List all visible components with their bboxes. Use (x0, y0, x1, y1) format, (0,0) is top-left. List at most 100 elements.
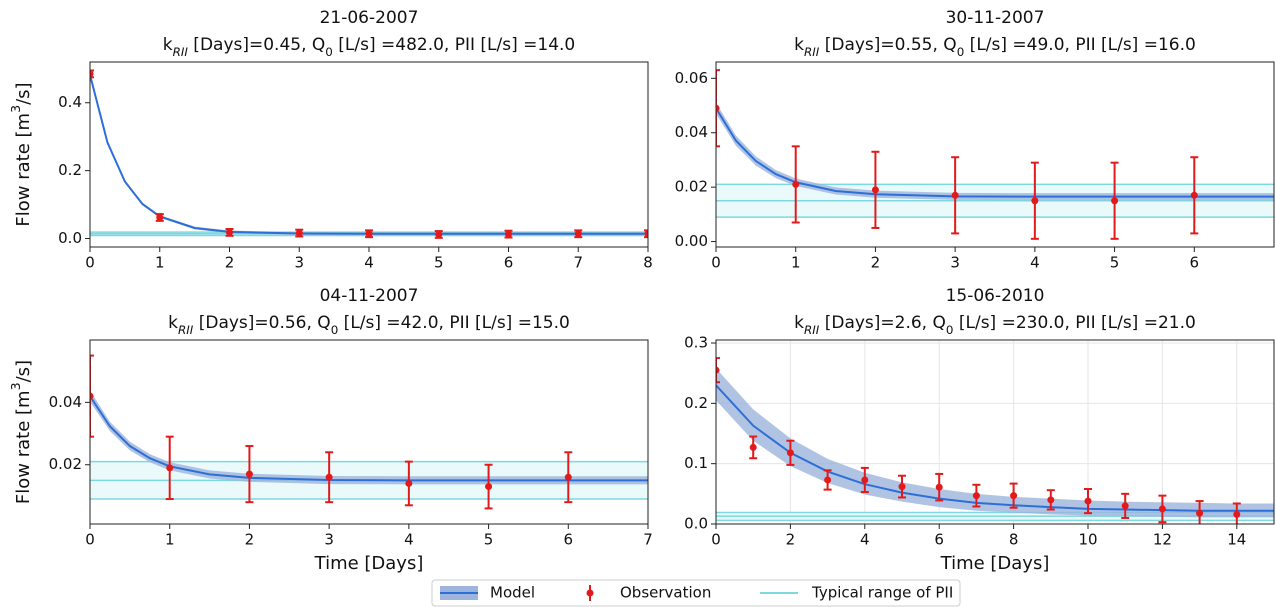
legend-label: Model (490, 584, 535, 602)
observation-point (824, 476, 832, 484)
plot-content (90, 69, 648, 239)
observation-point (786, 449, 794, 457)
y-tick-label: 0.1 (684, 454, 708, 472)
y-tick-label: 0.3 (684, 334, 708, 352)
x-tick-label: 6 (504, 254, 514, 272)
y-axis-label: Flow rate [m3/s] (8, 82, 34, 226)
y-tick-label: 0.0 (684, 515, 708, 533)
observation-point (485, 483, 493, 491)
text-part: RII (804, 45, 820, 59)
text-part: k (163, 35, 173, 55)
observation-point (1196, 509, 1204, 517)
observation-point (1233, 510, 1241, 518)
x-tick-label: 10 (1078, 531, 1097, 549)
observation-point (749, 443, 757, 451)
axes-frame (89, 339, 649, 525)
observation-point (861, 476, 869, 484)
observation-point (1047, 496, 1055, 504)
y-tick-label: 0.2 (684, 394, 708, 412)
x-tick-label: 2 (786, 531, 796, 549)
y-axis-label: Flow rate [m3/s] (8, 360, 34, 504)
subplot-subtitle: kRII [Days]=0.45, Q0 [L/s] =482.0, PII [… (163, 35, 575, 59)
subplot-title: 15-06-2010 (946, 286, 1045, 306)
observation-point (435, 230, 443, 238)
plot-area (716, 340, 1274, 524)
plot-area (90, 62, 648, 247)
observation-point (574, 230, 582, 238)
x-tick-label: 0 (85, 531, 95, 549)
y-tick-label: 0.2 (58, 161, 82, 179)
observation-point (166, 464, 174, 472)
text-part: 0 (325, 45, 333, 59)
model-line (716, 107, 1274, 198)
x-tick-label: 5 (484, 531, 494, 549)
error-bar (716, 357, 720, 384)
x-axis-label: Time [Days] (940, 553, 1050, 574)
plot-content (716, 69, 1274, 240)
error-bar (716, 69, 720, 148)
observation-point (405, 479, 413, 487)
y-tick-label: 0.06 (675, 69, 708, 87)
observation-point (1190, 191, 1198, 199)
error-bar (90, 354, 94, 438)
y-tick-label: 0.04 (675, 123, 708, 141)
observation-point (90, 70, 94, 78)
observation-point (871, 186, 879, 194)
text-part: /s] (13, 82, 34, 104)
x-tick-label: 7 (573, 254, 583, 272)
observation-point (935, 483, 943, 491)
observation-point (245, 470, 253, 478)
x-tick-label: 1 (165, 531, 175, 549)
x-tick-label: 6 (564, 531, 574, 549)
x-tick-label: 4 (860, 531, 870, 549)
observation-point (1031, 197, 1039, 205)
x-tick-label: 6 (934, 531, 944, 549)
text-part: Flow rate [m (13, 113, 34, 227)
x-axis-label: Time [Days] (314, 553, 424, 574)
subplot-subtitle: kRII [Days]=2.6, Q0 [L/s] =230.0, PII [L… (794, 313, 1196, 337)
subplot: 0 1 2 3 4 5 6 0.00 0.02 0.04 0.06 30-11-2007 kRII [D… (675, 8, 1275, 272)
y-tick-label: 0.4 (58, 93, 82, 111)
observation-point (792, 180, 800, 188)
x-tick-label: 6 (1190, 254, 1200, 272)
x-tick-label: 3 (950, 254, 960, 272)
text-part: [L/s] =49.0, PII [L/s] =16.0 (964, 35, 1196, 55)
x-tick-label: 3 (324, 531, 334, 549)
text-part: [L/s] =42.0, PII [L/s] =15.0 (338, 313, 570, 333)
model-line (716, 384, 1274, 512)
observation-point (1010, 492, 1018, 500)
axes-frame (715, 61, 1275, 248)
observation-point (295, 229, 303, 237)
observation-point (951, 191, 959, 199)
subplot: 0 1 2 3 4 5 6 7 8 0.0 0.2 0.4 21-06-2007 kRII [Days]=… (8, 8, 653, 272)
text-part: k (794, 313, 804, 333)
legend-label: Observation (620, 584, 711, 602)
x-tick-label: 2 (245, 531, 255, 549)
x-tick-label: 4 (404, 531, 414, 549)
y-tick-label: 0.04 (49, 393, 82, 411)
text-part: k (168, 313, 178, 333)
text-part: [Days]=0.56, Q (193, 313, 330, 333)
y-tick-label: 0.00 (675, 232, 708, 250)
subplot-subtitle: kRII [Days]=0.55, Q0 [L/s] =49.0, PII [L… (794, 35, 1196, 59)
x-tick-label: 0 (711, 531, 721, 549)
x-tick-label: 0 (711, 254, 721, 272)
text-part: 0 (331, 323, 339, 337)
subplot-title: 04-11-2007 (320, 286, 419, 306)
legend-swatch (586, 589, 594, 597)
subplot: 0 2 4 6 8 10 12 14 0.0 0.1 0.2 0.3 15-06-2010 kRII [D… (684, 286, 1275, 574)
observation-point (716, 366, 720, 374)
plot-area (716, 62, 1274, 247)
observation-point (1121, 502, 1129, 510)
y-tick-label: 0.02 (49, 455, 82, 473)
observation-point (156, 213, 164, 221)
text-part: RII (178, 323, 194, 337)
text-part: 0 (957, 45, 965, 59)
error-bar (644, 229, 648, 239)
legend-label: Typical range of PII (811, 584, 953, 602)
x-tick-label: 5 (1110, 254, 1120, 272)
y-tick-label: 0.02 (675, 178, 708, 196)
x-tick-label: 1 (155, 254, 165, 272)
text-part: /s] (13, 360, 34, 382)
x-tick-label: 1 (791, 254, 801, 272)
